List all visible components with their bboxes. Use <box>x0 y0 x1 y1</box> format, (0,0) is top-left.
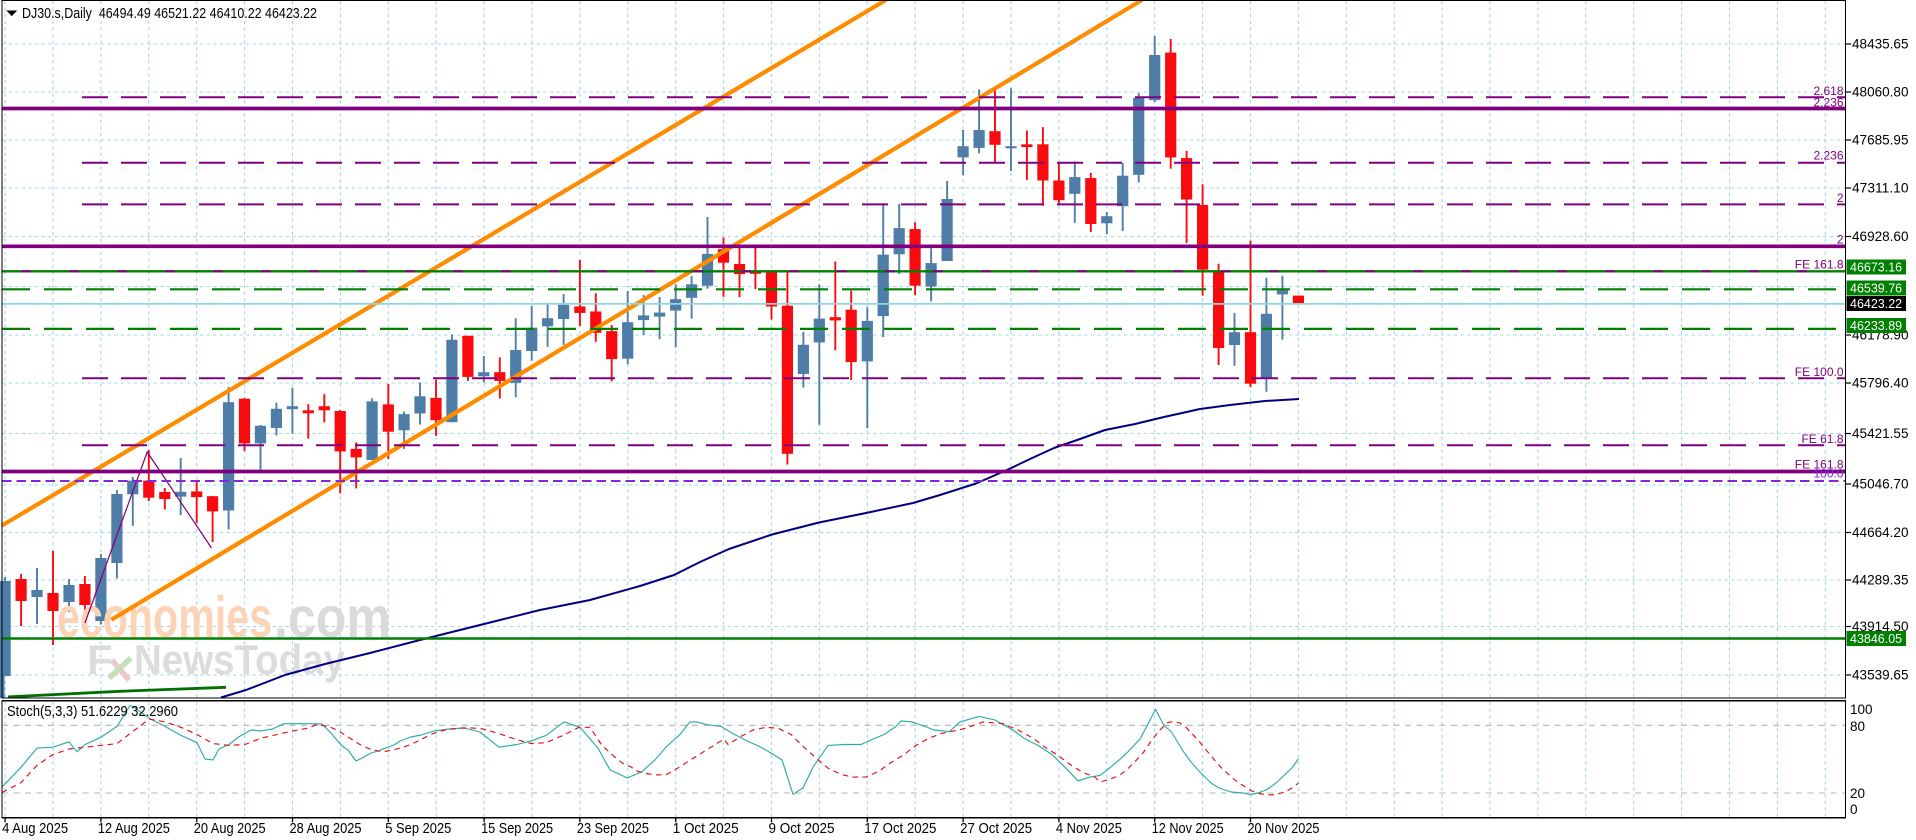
svg-text:FE 161.8: FE 161.8 <box>1795 457 1844 471</box>
svg-text:2: 2 <box>1837 191 1844 205</box>
svg-text:17 Oct 2025: 17 Oct 2025 <box>864 820 936 837</box>
svg-text:47685.95: 47685.95 <box>1852 133 1909 148</box>
svg-text:2.618: 2.618 <box>1813 84 1843 98</box>
svg-text:2.236: 2.236 <box>1813 149 1843 163</box>
svg-text:2.236: 2.236 <box>1813 95 1843 109</box>
svg-text:43846.05: 43846.05 <box>1850 632 1902 646</box>
svg-text:0: 0 <box>1850 802 1858 817</box>
svg-text:1 Oct 2025: 1 Oct 2025 <box>673 820 739 837</box>
svg-text:FE 161.8: FE 161.8 <box>1795 257 1844 271</box>
svg-text:46423.22: 46423.22 <box>1850 297 1902 311</box>
svg-text:44289.35: 44289.35 <box>1852 573 1909 588</box>
svg-text:4 Aug 2025: 4 Aug 2025 <box>2 820 68 837</box>
svg-text:43539.65: 43539.65 <box>1852 668 1909 683</box>
svg-text:9 Oct 2025: 9 Oct 2025 <box>769 820 835 837</box>
svg-text:45046.70: 45046.70 <box>1852 477 1909 492</box>
svg-text:4 Nov 2025: 4 Nov 2025 <box>1056 820 1122 837</box>
svg-text:46928.60: 46928.60 <box>1852 229 1909 244</box>
svg-text:46233.89: 46233.89 <box>1850 319 1902 333</box>
svg-text:48435.65: 48435.65 <box>1852 37 1909 52</box>
svg-text:12 Nov 2025: 12 Nov 2025 <box>1152 820 1224 837</box>
svg-text:43914.50: 43914.50 <box>1852 619 1909 634</box>
svg-text:27 Oct 2025: 27 Oct 2025 <box>960 820 1032 837</box>
svg-text:12 Aug 2025: 12 Aug 2025 <box>98 820 170 837</box>
svg-text:5 Sep 2025: 5 Sep 2025 <box>385 820 451 837</box>
svg-text:20 Aug 2025: 20 Aug 2025 <box>194 820 266 837</box>
svg-text:FE 100.0: FE 100.0 <box>1795 365 1844 379</box>
svg-text:44664.20: 44664.20 <box>1852 525 1909 540</box>
svg-text:Stoch(5,3,3) 51.6229 32.2960: Stoch(5,3,3) 51.6229 32.2960 <box>7 703 178 720</box>
svg-text:2: 2 <box>1837 233 1844 247</box>
svg-text:100: 100 <box>1850 702 1873 717</box>
svg-text:DJ30.s,Daily 46494.49 46521.2: DJ30.s,Daily 46494.49 46521.22 46410.22 … <box>22 5 317 22</box>
svg-text:48060.80: 48060.80 <box>1852 85 1909 100</box>
svg-text:46673.16: 46673.16 <box>1850 261 1902 275</box>
svg-text:23 Sep 2025: 23 Sep 2025 <box>577 820 649 837</box>
svg-text:20 Nov 2025: 20 Nov 2025 <box>1248 820 1320 837</box>
svg-text:80: 80 <box>1850 719 1865 734</box>
svg-text:45421.55: 45421.55 <box>1852 426 1909 441</box>
svg-text:47311.10: 47311.10 <box>1852 181 1909 196</box>
svg-text:15 Sep 2025: 15 Sep 2025 <box>481 820 553 837</box>
svg-text:46539.76: 46539.76 <box>1850 282 1902 296</box>
svg-text:FE 61.8: FE 61.8 <box>1801 432 1843 446</box>
svg-text:100.0: 100.0 <box>1813 467 1843 481</box>
svg-text:NewsToday: NewsToday <box>134 636 346 683</box>
svg-text:45796.40: 45796.40 <box>1852 376 1909 391</box>
svg-text:28 Aug 2025: 28 Aug 2025 <box>290 820 362 837</box>
svg-text:20: 20 <box>1850 786 1865 801</box>
